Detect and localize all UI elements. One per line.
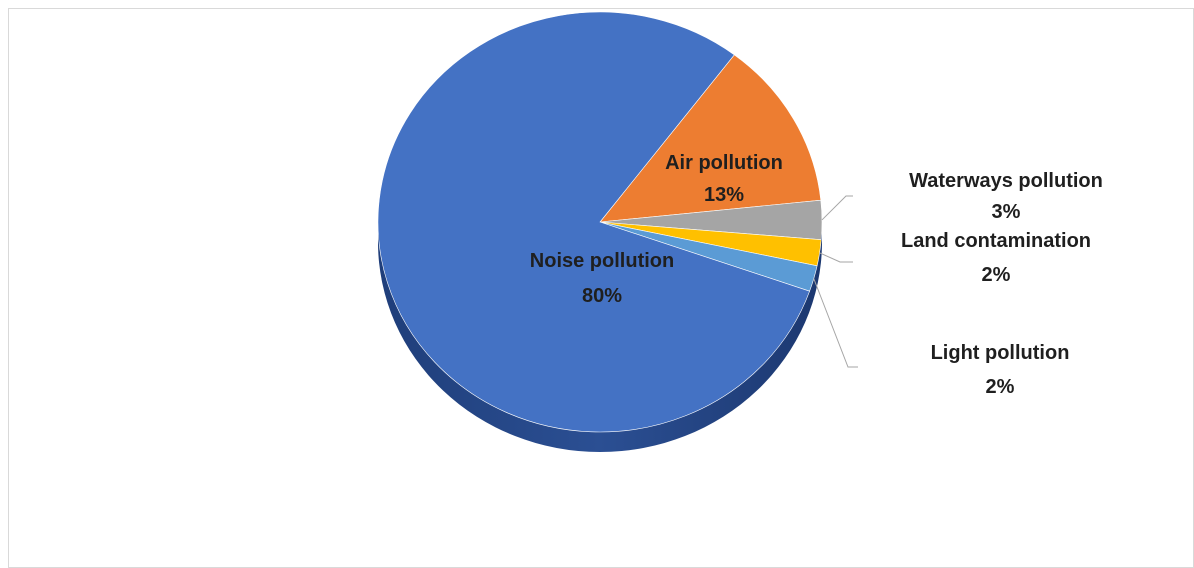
leader-line-waterways xyxy=(821,195,853,221)
slice-label-light-value: 2% xyxy=(986,376,1015,398)
slice-label-noise-name: Noise pollution xyxy=(530,250,674,272)
pie-slice-noise xyxy=(377,11,810,433)
slice-label-air-value: 13% xyxy=(704,184,744,206)
slice-label-air-name: Air pollution xyxy=(665,152,783,174)
slice-label-land-name: Land contamination xyxy=(901,230,1091,252)
pie-slice-air xyxy=(599,54,822,223)
slice-label-waterways-name: Waterways pollution xyxy=(909,170,1103,192)
slice-label-waterways-value: 3% xyxy=(992,201,1021,223)
slice-label-light-name: Light pollution xyxy=(931,342,1070,364)
pie-slices xyxy=(377,11,823,433)
leader-lines xyxy=(813,195,858,368)
slice-label-noise-value: 80% xyxy=(582,285,622,307)
leader-line-land xyxy=(819,252,853,263)
slice-label-land-value: 2% xyxy=(982,264,1011,286)
leader-line-light xyxy=(813,278,858,368)
